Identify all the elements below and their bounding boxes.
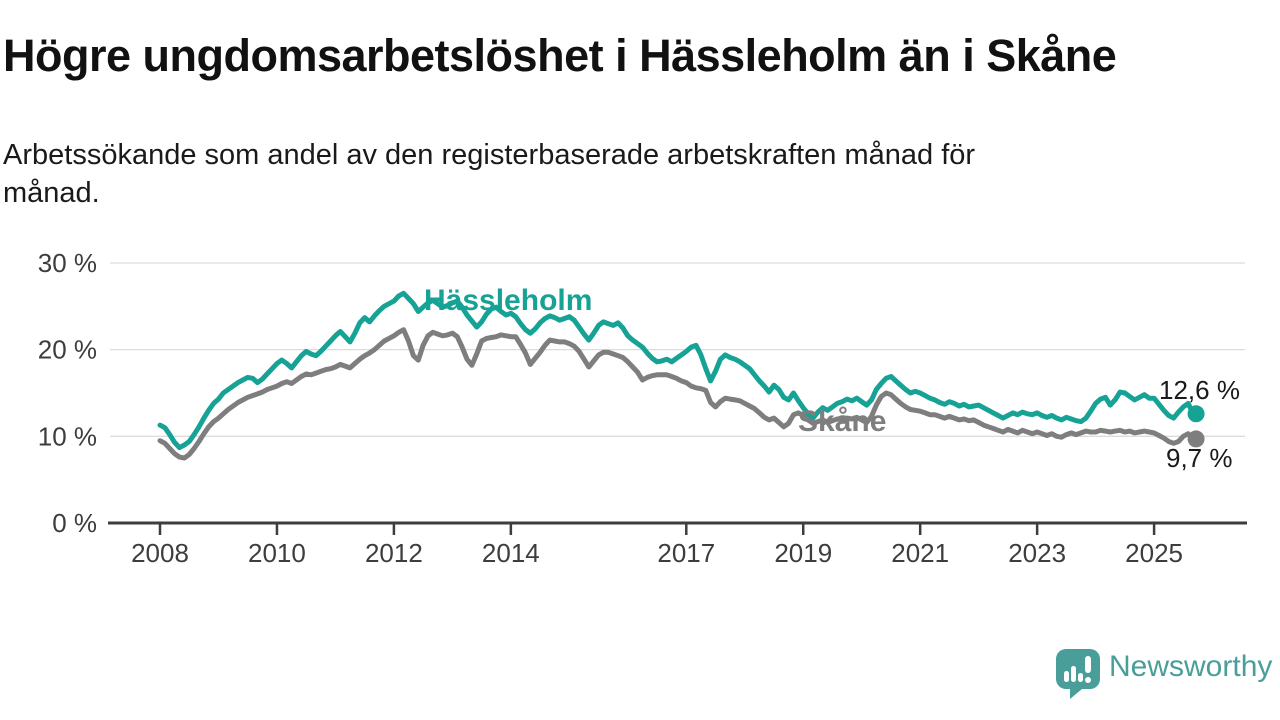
x-tick-label-2010: 2010 [248, 538, 306, 568]
gridlines [110, 262, 1245, 437]
x-tick-label-2023: 2023 [1008, 538, 1066, 568]
series-end-dots [1187, 405, 1205, 448]
x-tick-label-2019: 2019 [774, 538, 832, 568]
end-dot-hassleholm [1187, 405, 1205, 423]
subtitle-line-1: Arbetssökande som andel av den registerb… [3, 139, 976, 171]
x-tick-label-2008: 2008 [131, 538, 189, 568]
y-tick-label-30: 30 % [38, 248, 97, 278]
x-tick-label-2025: 2025 [1125, 538, 1183, 568]
annotation-hassleholm-value: 12,6 % [1159, 375, 1240, 405]
newsworthy-logo: Newsworthy [1056, 649, 1272, 699]
subtitle-line-2: månad. [3, 177, 100, 209]
x-tick-label-2017: 2017 [657, 538, 715, 568]
series-label-hassleholm: Hässleholm [424, 284, 592, 317]
end-dot-skane [1187, 430, 1205, 448]
x-axis: 2008 2010 2012 2014 2017 2019 2021 2023 2025 [108, 521, 1247, 568]
x-tick-label-2021: 2021 [891, 538, 949, 568]
newsworthy-bubble-chart-icon [1056, 649, 1100, 699]
series-label-skane: Skåne [798, 405, 886, 438]
series-line-hassleholm [157, 290, 1196, 451]
y-tick-label-10: 10 % [38, 421, 97, 451]
x-tick-label-2014: 2014 [482, 538, 540, 568]
page-title: Högre ungdomsarbetslöshet i Hässleholm ä… [3, 30, 1117, 81]
series-lines [157, 290, 1196, 461]
series-line-skane [157, 327, 1196, 461]
x-tick-label-2012: 2012 [365, 538, 423, 568]
y-tick-label-0: 0 % [52, 508, 97, 538]
y-tick-label-20: 20 % [38, 335, 97, 365]
y-axis-labels: 0 % 10 % 20 % 30 % [38, 248, 97, 538]
newsworthy-logo-text: Newsworthy [1109, 650, 1273, 683]
annotation-skane-value: 9,7 % [1166, 443, 1233, 473]
